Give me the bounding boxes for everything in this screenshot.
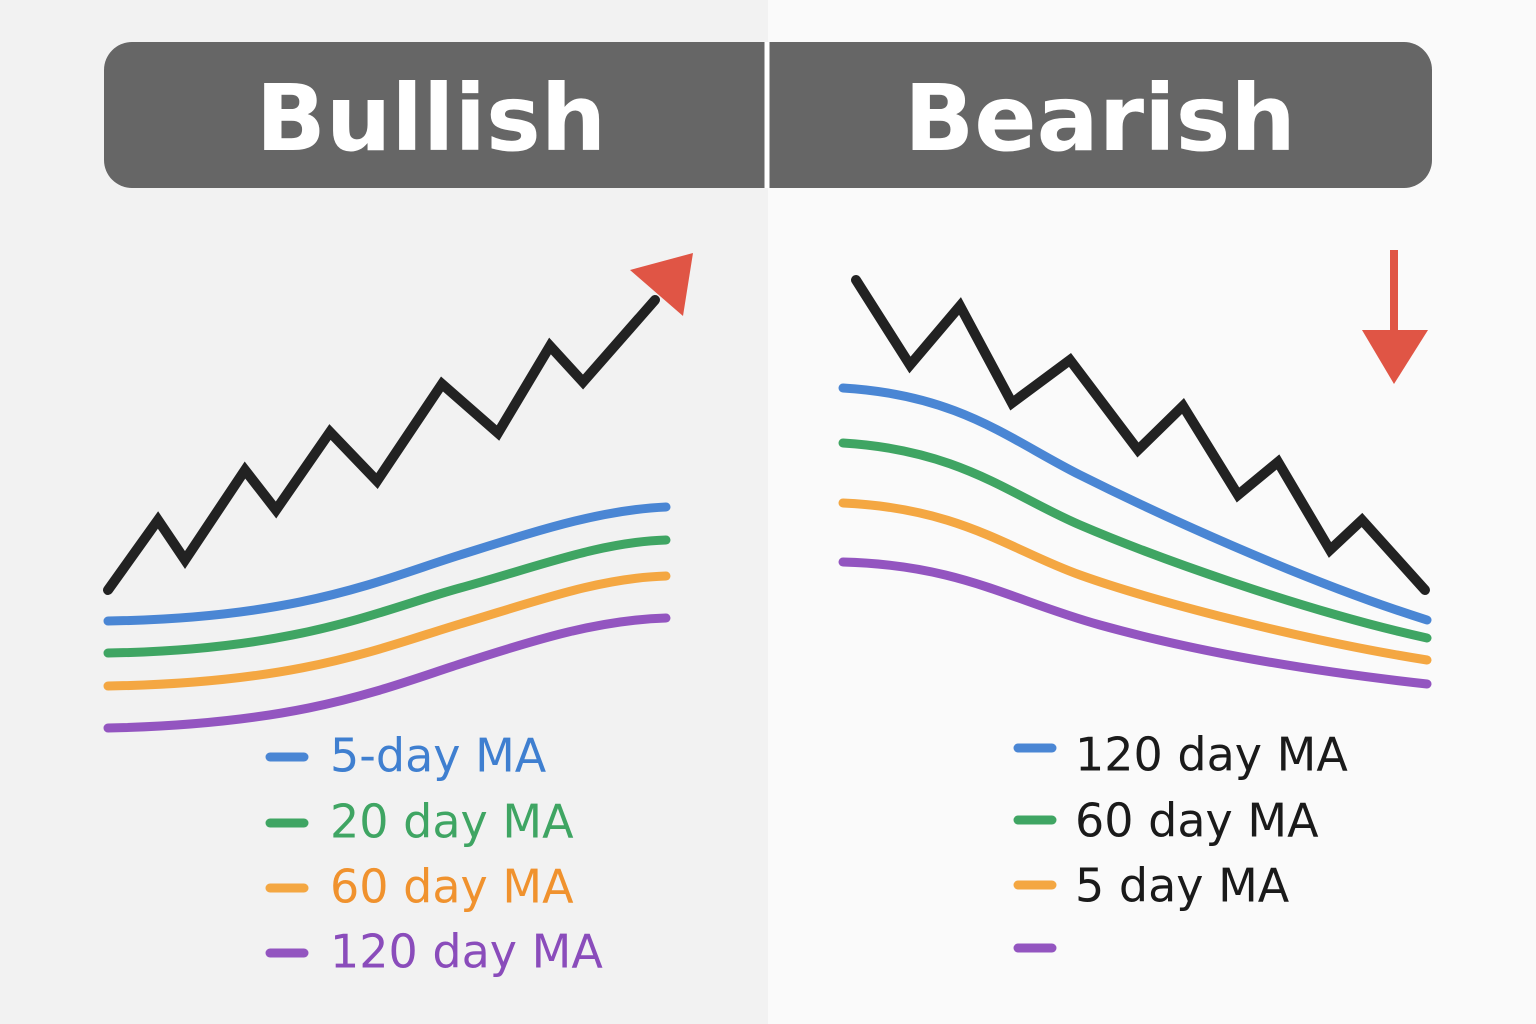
ma-curve <box>103 535 671 658</box>
ma-curve <box>838 557 1432 689</box>
legend-label: 120 day MA <box>330 925 603 979</box>
ma-curve <box>838 498 1432 665</box>
legend-label: 20 day MA <box>330 795 574 849</box>
price-line <box>851 275 1430 595</box>
down-arrow-head <box>1362 330 1428 384</box>
ma-curve <box>838 438 1432 643</box>
legend-label: 120 day MA <box>1075 728 1348 782</box>
legend-label: 5 day MA <box>1075 859 1290 913</box>
price-line <box>103 295 660 595</box>
legend-label: 60 day MA <box>330 860 574 914</box>
ma-curve <box>103 571 671 691</box>
panel-title: Bullish <box>256 65 606 172</box>
legend-label: 5-day MA <box>330 729 547 783</box>
ma-curve <box>103 502 671 626</box>
ma-curve <box>103 613 671 733</box>
legend-label: 60 day MA <box>1075 794 1319 848</box>
up-arrow <box>630 253 693 316</box>
ma-curve <box>838 383 1432 625</box>
panel-title: Bearish <box>904 65 1296 172</box>
